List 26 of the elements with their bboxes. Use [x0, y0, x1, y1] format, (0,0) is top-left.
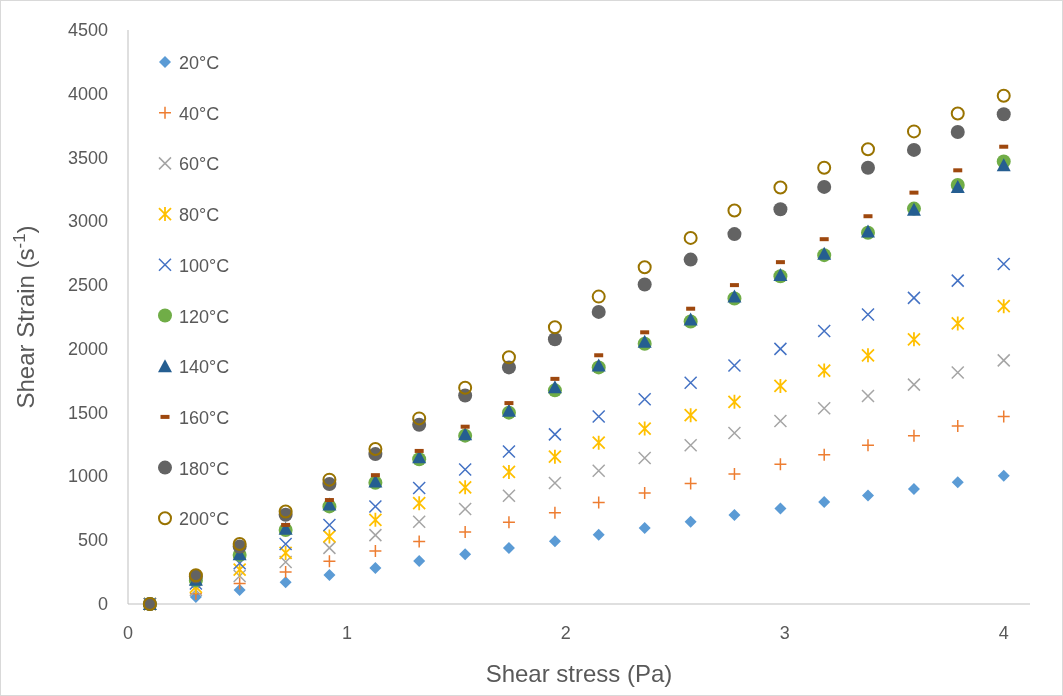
y-tick-label: 2500	[67, 275, 108, 296]
x-tick-label: 0	[122, 623, 134, 643]
y-tick-label: 4500	[67, 20, 108, 40]
legend-label: 160°C	[179, 407, 230, 428]
legend-label: 180°C	[179, 458, 230, 479]
x-tick-label: 4	[998, 623, 1009, 643]
legend-label: 140°C	[179, 357, 230, 378]
legend-label: 20°C	[179, 53, 220, 73]
legend-label: 80°C	[179, 205, 220, 226]
x-tick-label: 1	[341, 623, 352, 643]
y-tick-label: 0	[97, 594, 108, 614]
y-tick-label: 1000	[67, 466, 108, 487]
y-tick-label: 3500	[67, 147, 108, 168]
y-tick-label: 2000	[67, 338, 108, 359]
y-tick-label: 4000	[67, 83, 108, 104]
legend-label: 100°C	[179, 255, 230, 276]
x-axis-title: Shear stress (Pa)	[485, 660, 673, 687]
legend-label: 60°C	[179, 154, 220, 175]
legend-label: 120°C	[179, 306, 230, 327]
y-tick-label: 3000	[67, 211, 108, 232]
x-tick-label: 2	[560, 623, 571, 643]
y-tick-label: 1500	[67, 402, 108, 423]
x-tick-label: 3	[779, 623, 790, 643]
legend-label: 40°C	[179, 103, 220, 124]
y-tick-label: 500	[77, 530, 108, 551]
legend-label: 200°C	[179, 509, 230, 530]
